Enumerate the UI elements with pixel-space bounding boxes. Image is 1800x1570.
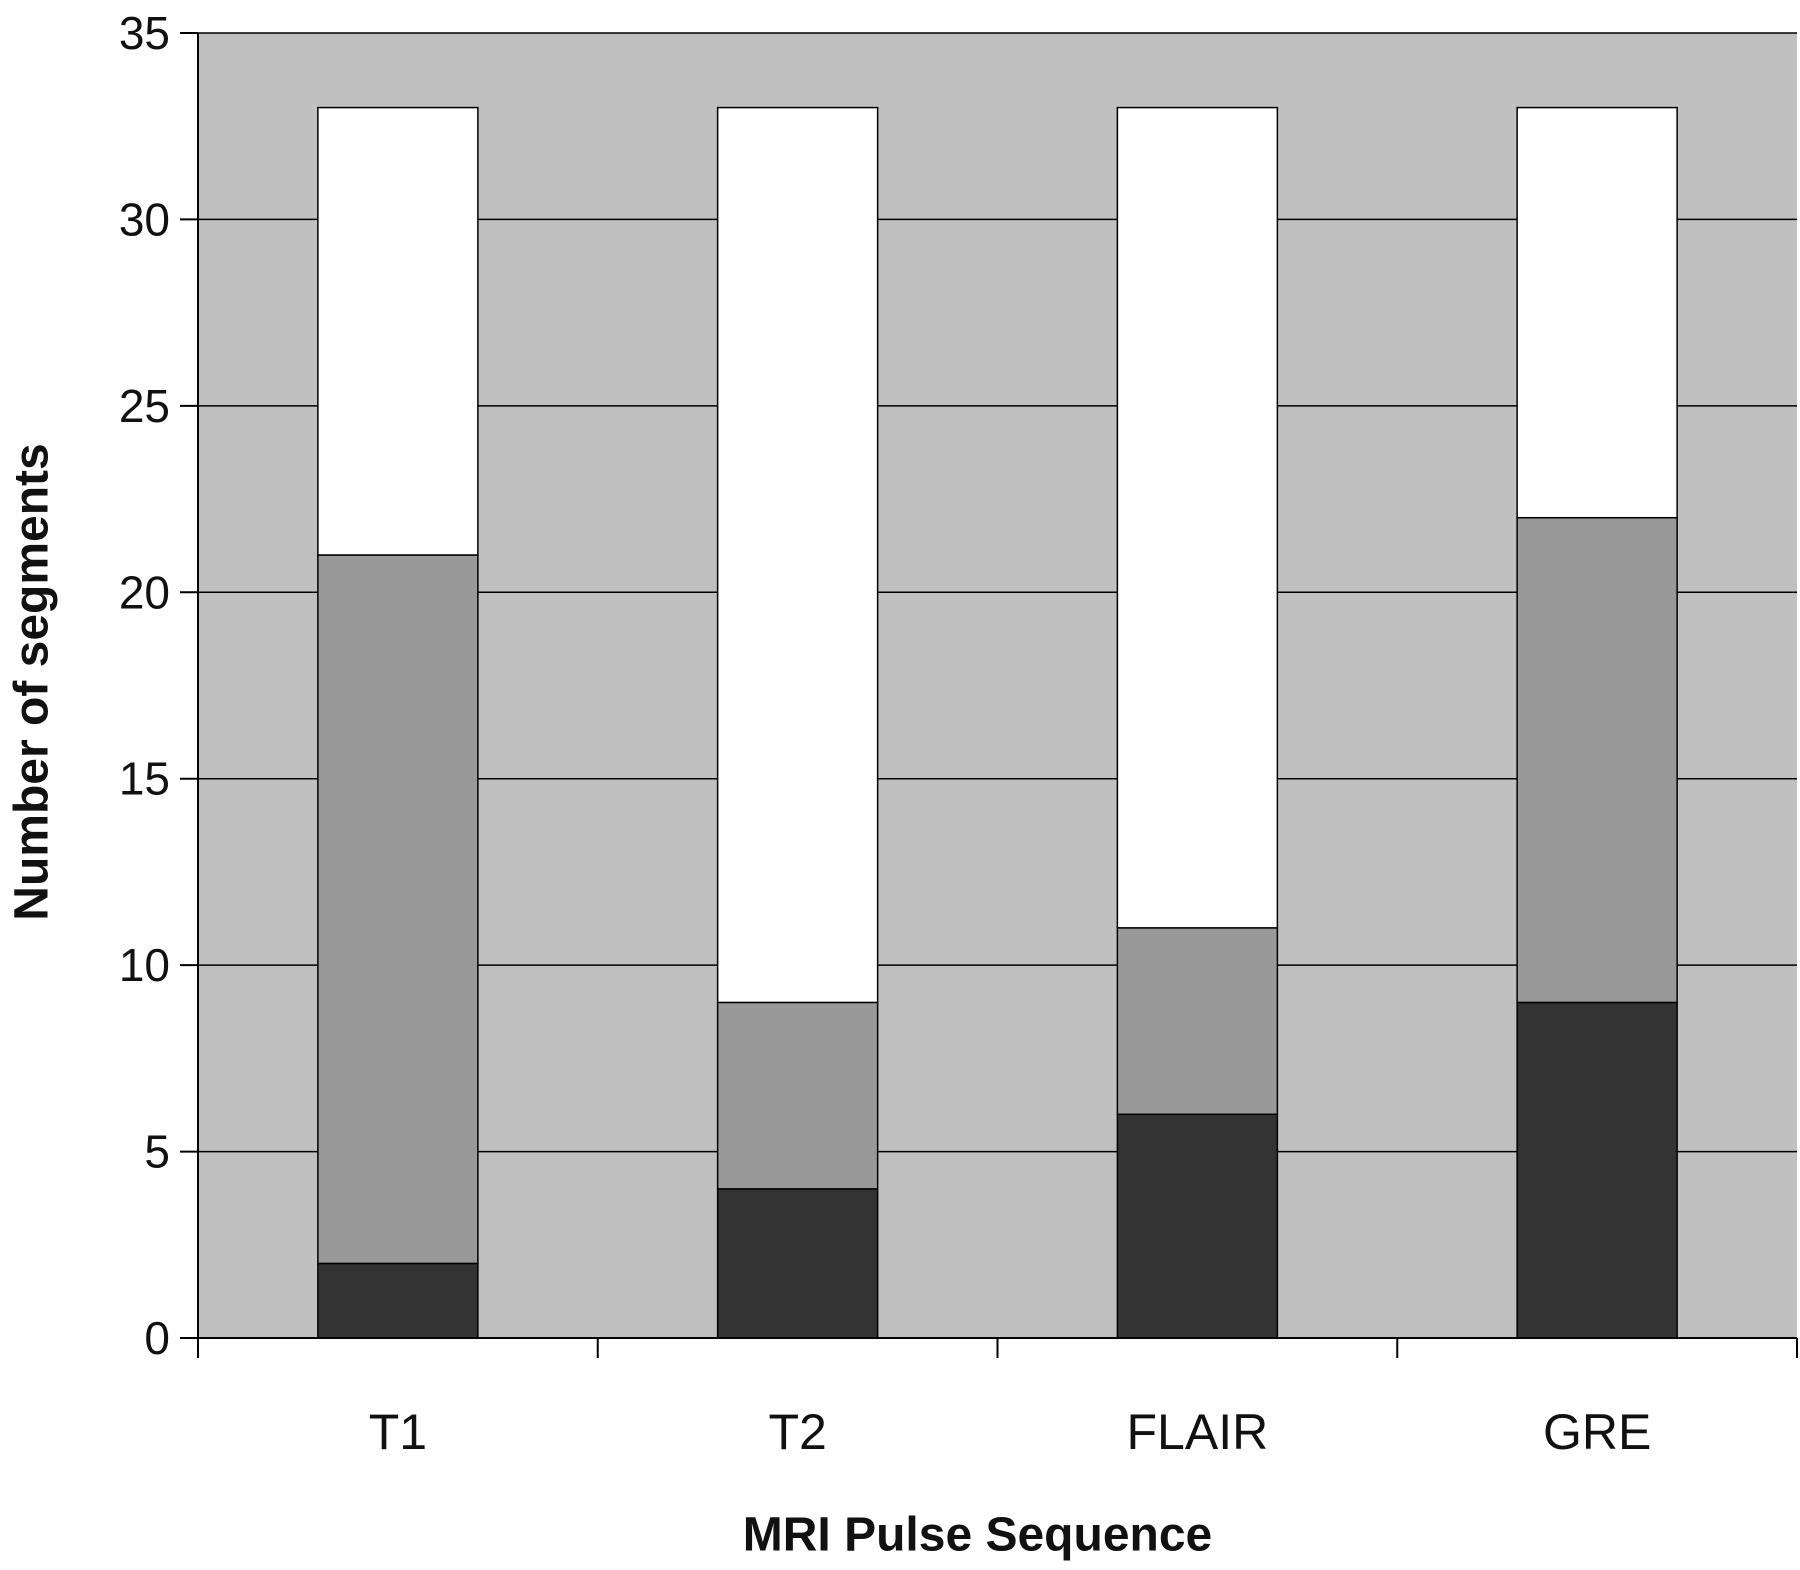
y-tick-label: 20 bbox=[119, 566, 170, 618]
bar-segment-t1-3 bbox=[317, 106, 479, 556]
y-tick-label: 30 bbox=[119, 193, 170, 245]
bars bbox=[317, 106, 1678, 1339]
bar-segment-t2-1 bbox=[716, 1188, 879, 1339]
bar-segment-flair-3 bbox=[1116, 106, 1279, 929]
y-tick-label: 0 bbox=[144, 1312, 170, 1364]
bar-segment-t2-3 bbox=[716, 106, 879, 1004]
x-axis-ticks: T1 T2 FLAIR GRE bbox=[197, 1338, 1798, 1460]
x-axis-title: MRI Pulse Sequence bbox=[743, 1509, 1212, 1562]
bar-segment-gre-3 bbox=[1516, 106, 1678, 519]
y-tick-label: 10 bbox=[119, 939, 170, 991]
y-tick-label: 35 bbox=[119, 7, 170, 59]
y-axis-ticks: 0 5 10 15 20 25 30 35 bbox=[119, 7, 198, 1364]
bar-segment-gre-2 bbox=[1516, 516, 1678, 1004]
x-category-label: FLAIR bbox=[1127, 1404, 1269, 1460]
y-axis-title: Number of segments bbox=[6, 443, 59, 920]
bar-segment-t2-2 bbox=[716, 1001, 879, 1190]
x-category-label: T2 bbox=[768, 1404, 826, 1460]
x-category-label: T1 bbox=[369, 1404, 427, 1460]
x-category-label: GRE bbox=[1543, 1404, 1651, 1460]
bar-segment-t1-2 bbox=[317, 554, 479, 1265]
bar-segment-gre-1 bbox=[1516, 1001, 1678, 1339]
bar-segment-t1-1 bbox=[317, 1262, 479, 1339]
y-tick-label: 15 bbox=[119, 753, 170, 805]
y-tick-label: 25 bbox=[119, 380, 170, 432]
y-tick-label: 5 bbox=[144, 1126, 170, 1178]
bar-segment-flair-1 bbox=[1116, 1113, 1279, 1339]
bar-segment-flair-2 bbox=[1116, 927, 1279, 1116]
